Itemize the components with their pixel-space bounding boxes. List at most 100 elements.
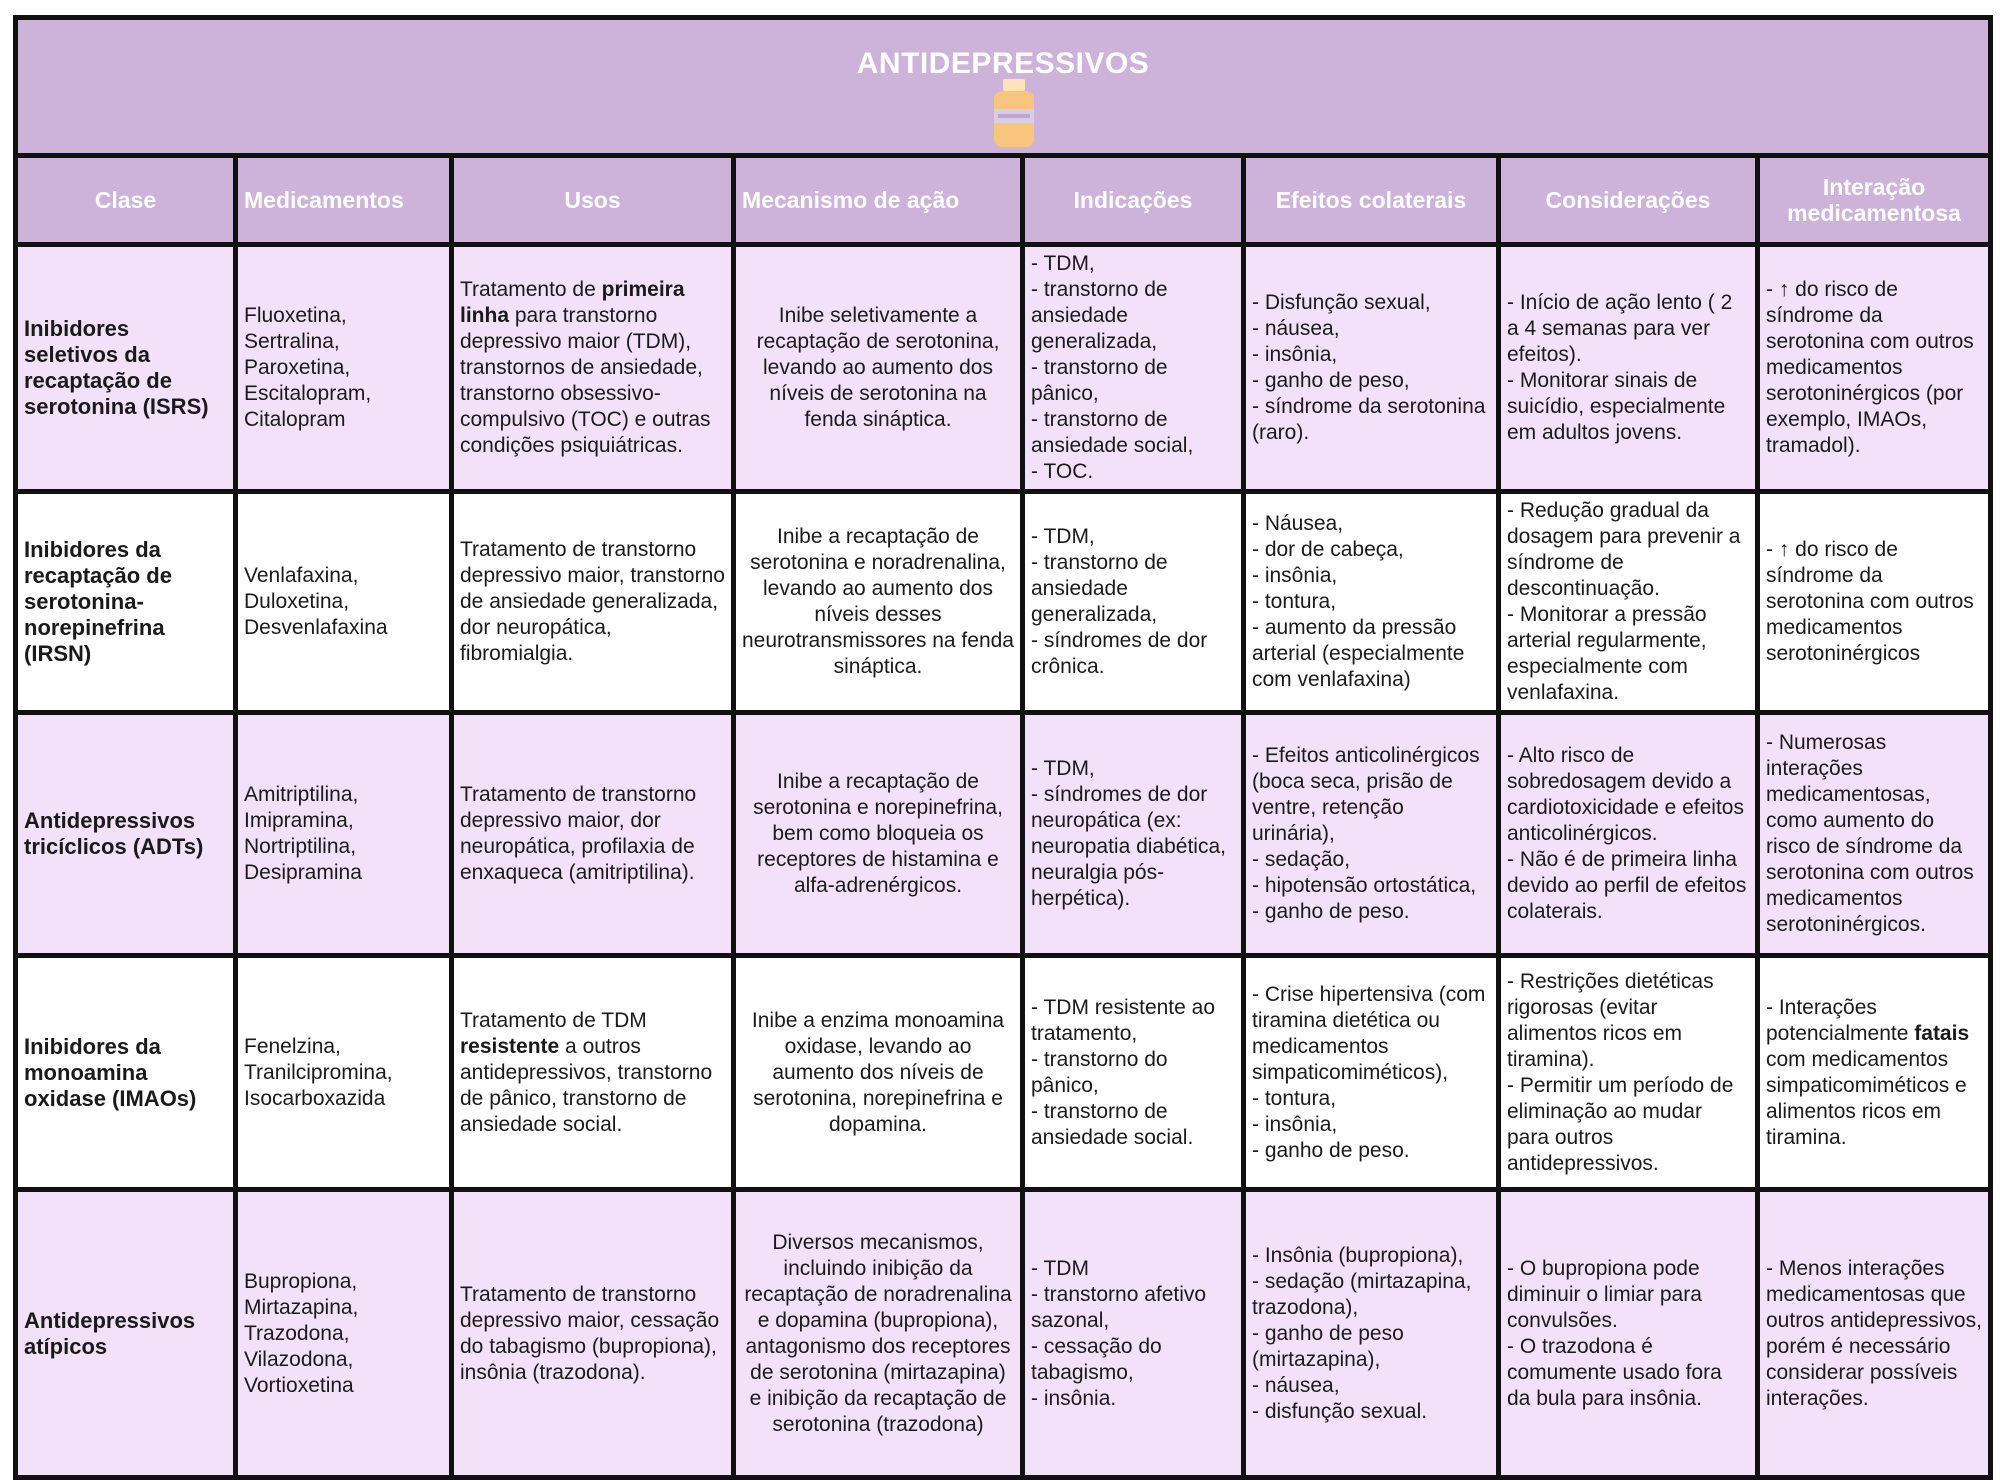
- cell-text: Antidepressivos atípicos: [24, 1307, 196, 1359]
- table-row: Inibidores seletivos da recaptação de se…: [13, 242, 1994, 495]
- cell-drug-interaction: - Menos interações medicamentosas que ou…: [1754, 1187, 1994, 1480]
- table-row: Inibidores da monoamina oxidase (IMAOs) F…: [13, 953, 1994, 1193]
- cell-considerations: - Início de ação lento ( 2 a 4 semanas p…: [1496, 242, 1760, 495]
- cell-indications: - TDM, - transtorno de ansiedade general…: [1020, 489, 1246, 716]
- cell-text: - Disfunção sexual, - náusea, - insônia,…: [1252, 291, 1486, 445]
- cell-text: - Restrições dietéticas rigorosas (evita…: [1507, 969, 1734, 1175]
- cell-medications: Venlafaxina, Duloxetina, Desvenlafaxina: [233, 489, 454, 716]
- cell-uses: Tratamento de transtorno depressivo maio…: [449, 489, 736, 716]
- cell-text: para transtorno depressivo maior (TDM), …: [460, 304, 711, 458]
- cell-text: - Náusea, - dor de cabeça, - insônia, - …: [1252, 512, 1465, 692]
- cell-text: Fenelzina, Tranilcipromina, Isocarboxazi…: [244, 1034, 393, 1110]
- cell-text: com medicamentos simpaticomiméticos e al…: [1766, 1047, 1967, 1149]
- cell-indications: - TDM, - transtorno de ansiedade general…: [1020, 242, 1246, 495]
- cell-text: - TDM, - transtorno de ansiedade general…: [1031, 252, 1194, 484]
- cell-mechanism: Diversos mecanismos, incluindo inibição …: [731, 1187, 1025, 1480]
- cell-drug-interaction: - ↑ do risco de síndrome da serotonina c…: [1754, 242, 1994, 495]
- cell-text: Bupropiona, Mirtazapina, Trazodona, Vila…: [244, 1269, 359, 1397]
- cell-considerations: - Alto risco de sobredosagem devido a ca…: [1496, 710, 1760, 959]
- emphasis-text: resistente: [460, 1034, 560, 1058]
- cell-text: - Numerosas interações medicamentosas, c…: [1766, 731, 1974, 937]
- cell-text: - TDM - transtorno afetivo sazonal, - ce…: [1031, 1256, 1207, 1410]
- cell-text: Inibidores da monoamina oxidase (IMAOs): [24, 1033, 197, 1111]
- column-header-indications: Indicações: [1020, 153, 1246, 248]
- cell-text: - Interações potencialmente: [1766, 995, 1915, 1045]
- header-row: Clase Medicamentos Usos Mecanismo de ação In…: [13, 153, 1994, 248]
- cell-side-effects: - Crise hipertensiva (com tiramina dieté…: [1241, 953, 1501, 1193]
- cell-text: Diversos mecanismos, incluindo inibição …: [744, 1230, 1012, 1436]
- cell-drug-interaction: - Numerosas interações medicamentosas, c…: [1754, 710, 1994, 959]
- table-row: Antidepressivos atípicos Bupropiona, Mirt…: [13, 1187, 1994, 1480]
- cell-text: Inibe seletivamente a recaptação de sero…: [756, 304, 1000, 432]
- cell-text: Amitriptilina, Imipramina, Nortriptilina…: [244, 783, 362, 885]
- cell-considerations: - O bupropiona pode diminuir o limiar pa…: [1496, 1187, 1760, 1480]
- cell-text: - O bupropiona pode diminuir o limiar pa…: [1507, 1256, 1722, 1410]
- cell-text: Antidepressivos tricíclicos (ADTs): [24, 808, 204, 860]
- cell-indications: - TDM - transtorno afetivo sazonal, - ce…: [1020, 1187, 1246, 1480]
- cell-text: Tratamento de transtorno depressivo maio…: [460, 1282, 720, 1384]
- cell-medications: Fluoxetina, Sertralina, Paroxetina, Esci…: [233, 242, 454, 495]
- cell-uses: Tratamento de primeira linha para transt…: [449, 242, 736, 495]
- cell-mechanism: Inibe a recaptação de serotonina e norep…: [731, 710, 1025, 959]
- cell-side-effects: - Náusea, - dor de cabeça, - insônia, - …: [1241, 489, 1501, 716]
- cell-text: - Efeitos anticolinérgicos (boca seca, p…: [1252, 744, 1480, 924]
- cell-class: Antidepressivos tricíclicos (ADTs): [13, 710, 238, 959]
- cell-text: - TDM, - transtorno de ansiedade general…: [1031, 525, 1208, 679]
- cell-medications: Amitriptilina, Imipramina, Nortriptilina…: [233, 710, 454, 959]
- column-header-drug-interaction: Interação medicamentosa: [1754, 153, 1994, 248]
- cell-text: Tratamento de transtorno depressivo maio…: [460, 783, 697, 885]
- cell-text: - TDM, - síndromes de dor neuropática (e…: [1031, 757, 1226, 911]
- column-header-side-effects: Efeitos colaterais: [1241, 153, 1501, 248]
- emphasis-text: primeira linha: [460, 278, 685, 328]
- cell-drug-interaction: - ↑ do risco de síndrome da serotonina c…: [1754, 489, 1994, 716]
- cell-medications: Fenelzina, Tranilcipromina, Isocarboxazi…: [233, 953, 454, 1193]
- cell-side-effects: - Efeitos anticolinérgicos (boca seca, p…: [1241, 710, 1501, 959]
- cell-indications: - TDM resistente ao tratamento, - transt…: [1020, 953, 1246, 1193]
- cell-mechanism: Inibe a recaptação de serotonina e norad…: [731, 489, 1025, 716]
- cell-uses: Tratamento de transtorno depressivo maio…: [449, 1187, 736, 1480]
- cell-side-effects: - Disfunção sexual, - náusea, - insônia,…: [1241, 242, 1501, 495]
- cell-class: Inibidores da recaptação de serotonina-n…: [13, 489, 238, 716]
- cell-considerations: - Redução gradual da dosagem para preven…: [1496, 489, 1760, 716]
- cell-text: Inibe a recaptação de serotonina e norep…: [753, 770, 1003, 898]
- cell-text: - ↑ do risco de síndrome da serotonina c…: [1766, 278, 1974, 458]
- cell-text: Venlafaxina, Duloxetina, Desvenlafaxina: [244, 564, 388, 640]
- cell-text: - Início de ação lento ( 2 a 4 semanas p…: [1507, 291, 1733, 445]
- cell-text: a outros antidepressivos, transtorno de …: [460, 1034, 713, 1136]
- cell-class: Inibidores da monoamina oxidase (IMAOs): [13, 953, 238, 1193]
- cell-text: Fluoxetina, Sertralina, Paroxetina, Esci…: [244, 304, 372, 432]
- cell-text: - Redução gradual da dosagem para preven…: [1507, 499, 1741, 705]
- column-header-mechanism: Mecanismo de ação: [731, 153, 1025, 248]
- column-header-class: Clase: [13, 153, 238, 248]
- cell-text: - TDM resistente ao tratamento, - transt…: [1031, 995, 1216, 1149]
- cell-text: Tratamento de transtorno depressivo maio…: [460, 538, 725, 666]
- cell-indications: - TDM, - síndromes de dor neuropática (e…: [1020, 710, 1246, 959]
- antidepressants-table: ANTIDEPRESSIVOS Clase Medicamentos Usos Mec…: [12, 14, 1994, 1480]
- column-header-medications: Medicamentos: [233, 153, 454, 248]
- column-header-uses: Usos: [449, 153, 736, 248]
- cell-text: Inibidores seletivos da recaptação de se…: [24, 316, 209, 420]
- cell-considerations: - Restrições dietéticas rigorosas (evita…: [1496, 953, 1760, 1193]
- cell-text: - ↑ do risco de síndrome da serotonina c…: [1766, 538, 1974, 666]
- column-header-considerations: Considerações: [1496, 153, 1760, 248]
- cell-side-effects: - Insônia (bupropiona), - sedação (mirta…: [1241, 1187, 1501, 1480]
- cell-drug-interaction: - Interações potencialmente fatais com m…: [1754, 953, 1994, 1193]
- table-row: Inibidores da recaptação de serotonina-n…: [13, 489, 1994, 716]
- cell-text: Inibidores da recaptação de serotonina-n…: [24, 537, 172, 667]
- cell-uses: Tratamento de TDM resistente a outros an…: [449, 953, 736, 1193]
- cell-mechanism: Inibe seletivamente a recaptação de sero…: [731, 242, 1025, 495]
- cell-text: - Menos interações medicamentosas que ou…: [1766, 1256, 1982, 1410]
- table-title: ANTIDEPRESSIVOS: [12, 14, 1994, 159]
- emphasis-text: fatais: [1914, 1021, 1970, 1045]
- cell-class: Inibidores seletivos da recaptação de se…: [13, 242, 238, 495]
- cell-text: Inibe a enzima monoamina oxidase, levand…: [751, 1008, 1005, 1136]
- cell-mechanism: Inibe a enzima monoamina oxidase, levand…: [731, 953, 1025, 1193]
- cell-medications: Bupropiona, Mirtazapina, Trazodona, Vila…: [233, 1187, 454, 1480]
- medicine-bottle-icon: [994, 79, 1035, 148]
- cell-text: Tratamento de TDM: [460, 1008, 647, 1032]
- table-row: Antidepressivos tricíclicos (ADTs) Amitri…: [13, 710, 1994, 959]
- cell-text: Tratamento de: [460, 278, 602, 302]
- title-text: ANTIDEPRESSIVOS: [856, 47, 1150, 81]
- cell-text: - Crise hipertensiva (com tiramina dieté…: [1252, 982, 1486, 1162]
- cell-uses: Tratamento de transtorno depressivo maio…: [449, 710, 736, 959]
